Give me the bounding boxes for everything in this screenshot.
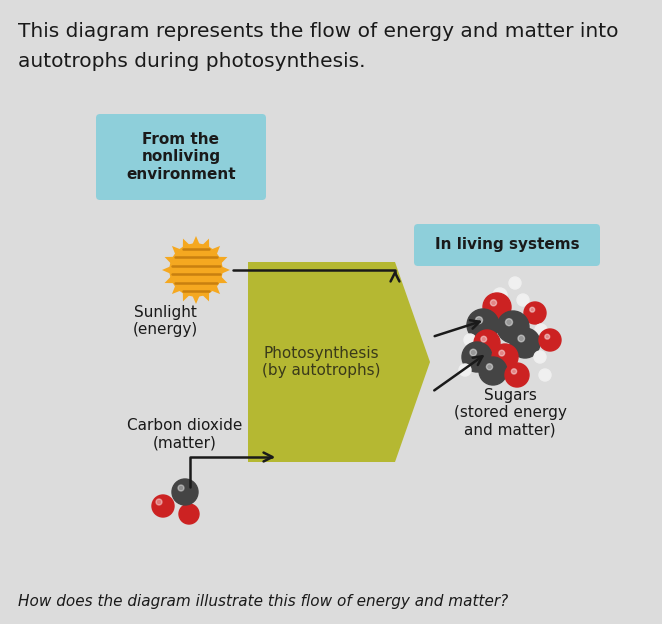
- Polygon shape: [172, 246, 180, 255]
- Circle shape: [539, 369, 551, 381]
- Text: autotrophs during photosynthesis.: autotrophs during photosynthesis.: [18, 52, 365, 71]
- Polygon shape: [222, 266, 230, 273]
- Circle shape: [509, 277, 521, 289]
- Text: Carbon dioxide
(matter): Carbon dioxide (matter): [127, 417, 243, 450]
- Polygon shape: [193, 296, 199, 304]
- Circle shape: [530, 307, 535, 312]
- Polygon shape: [165, 257, 173, 263]
- Circle shape: [156, 499, 162, 505]
- Text: In living systems: In living systems: [435, 238, 579, 253]
- Polygon shape: [183, 238, 189, 248]
- Polygon shape: [212, 286, 220, 294]
- Polygon shape: [162, 266, 170, 273]
- Circle shape: [152, 495, 174, 517]
- Circle shape: [474, 330, 500, 356]
- Text: This diagram represents the flow of energy and matter into: This diagram represents the flow of ener…: [18, 22, 618, 41]
- FancyBboxPatch shape: [414, 224, 600, 266]
- Circle shape: [505, 363, 529, 387]
- Circle shape: [506, 319, 512, 326]
- Circle shape: [479, 357, 507, 385]
- Circle shape: [481, 336, 487, 342]
- FancyBboxPatch shape: [96, 114, 266, 200]
- Circle shape: [499, 350, 504, 356]
- Polygon shape: [218, 276, 228, 283]
- Circle shape: [517, 294, 529, 306]
- Circle shape: [459, 364, 471, 376]
- Circle shape: [534, 351, 546, 363]
- Circle shape: [470, 349, 477, 356]
- Circle shape: [462, 342, 492, 372]
- Circle shape: [172, 479, 198, 505]
- Circle shape: [179, 504, 199, 524]
- Polygon shape: [218, 257, 228, 263]
- Circle shape: [170, 244, 222, 296]
- Circle shape: [510, 328, 540, 358]
- Circle shape: [493, 288, 507, 302]
- Circle shape: [492, 344, 518, 370]
- Polygon shape: [203, 293, 209, 301]
- Polygon shape: [172, 286, 180, 294]
- Text: Photosynthesis
(by autotrophs): Photosynthesis (by autotrophs): [262, 346, 381, 378]
- Circle shape: [475, 317, 483, 324]
- Circle shape: [467, 309, 499, 341]
- Polygon shape: [203, 238, 209, 248]
- Text: From the
nonliving
environment: From the nonliving environment: [126, 132, 236, 182]
- Circle shape: [464, 334, 476, 346]
- Circle shape: [539, 329, 561, 351]
- Circle shape: [178, 485, 184, 491]
- Polygon shape: [193, 236, 199, 244]
- Circle shape: [524, 302, 546, 324]
- Circle shape: [535, 324, 547, 336]
- Circle shape: [545, 334, 549, 339]
- Text: Sunlight
(energy): Sunlight (energy): [132, 305, 198, 338]
- Polygon shape: [248, 262, 430, 462]
- Text: How does the diagram illustrate this flow of energy and matter?: How does the diagram illustrate this flo…: [18, 594, 508, 609]
- Polygon shape: [183, 293, 189, 301]
- Polygon shape: [165, 276, 173, 283]
- Circle shape: [497, 311, 529, 343]
- Text: Sugars
(stored energy
and matter): Sugars (stored energy and matter): [453, 388, 567, 438]
- Circle shape: [518, 335, 524, 342]
- Polygon shape: [212, 246, 220, 255]
- Circle shape: [511, 369, 516, 374]
- Circle shape: [487, 364, 493, 370]
- Circle shape: [491, 300, 496, 306]
- Circle shape: [483, 293, 511, 321]
